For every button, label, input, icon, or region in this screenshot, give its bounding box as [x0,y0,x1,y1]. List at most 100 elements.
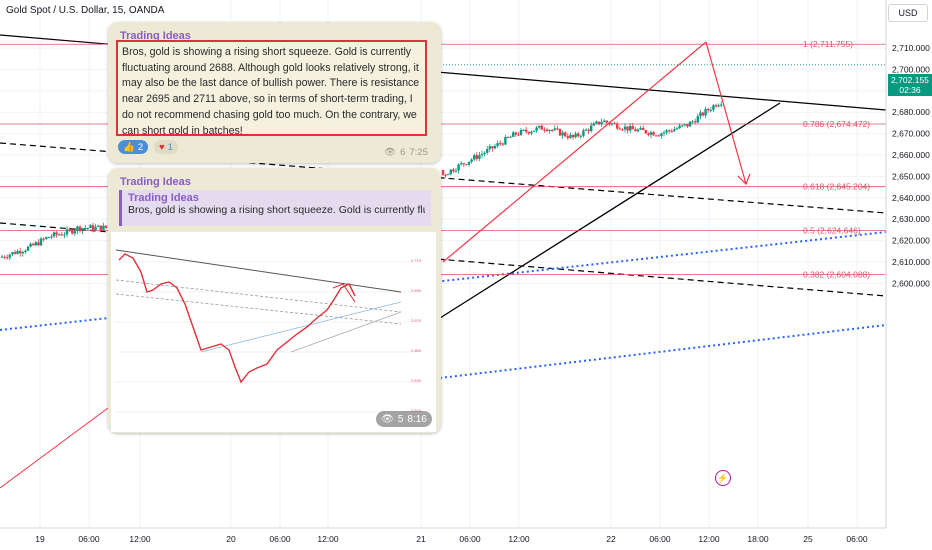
reaction-heart[interactable]: ♥ 1 [154,140,178,154]
candle-body [527,131,530,134]
candle-body [26,246,30,251]
candle-body [623,126,627,130]
thumbnail-chart-image: 2,710 2,690 2,670 2,650 2,630 2,610 [111,232,436,432]
candle-body [665,130,668,133]
candle-body [577,133,580,137]
candle-body [644,130,647,134]
candle-series [0,101,723,261]
svg-text:2,610: 2,610 [411,408,422,413]
candle-body [535,127,538,131]
candle-body [94,226,97,230]
candle-body [621,129,624,131]
candle-body [543,129,546,131]
candle-body [636,129,640,132]
candle-body [701,112,705,116]
views-count-bottom: 5 [397,413,404,425]
candle-body [712,105,715,110]
candle-body [595,121,598,124]
candle-body [605,120,608,123]
time-tick-label: 12:00 [698,534,720,544]
candle-body [587,129,590,132]
message-time-bottom: 8:16 [407,413,427,425]
candle-body [545,129,549,132]
candle-body [11,252,14,255]
candle-body [613,123,616,125]
svg-text:2,690: 2,690 [411,288,422,293]
chart-thumbnail[interactable]: 2,710 2,690 2,670 2,650 2,630 2,610 [111,232,436,432]
candle-body [480,153,484,156]
lightning-icon[interactable]: ⚡ [715,470,731,486]
last-price-value: 2,702.155 [891,75,929,85]
time-axis[interactable]: 19 06:00 12:00 20 06:00 12:00 21 06:00 12:00 22 06… [0,527,932,550]
candle-body [99,225,102,231]
candle-body [540,125,543,130]
candle-body [566,136,569,138]
candle-body [519,129,523,135]
candle-body [532,130,536,132]
currency-badge[interactable]: USD [888,4,928,22]
svg-text:2,710: 2,710 [411,258,422,263]
views-icon: 👁 [384,147,397,158]
fibonacci-levels[interactable]: 1 (2,711.755) 0.786 (2,674.472) 0.618 (2,6… [0,39,886,280]
arrow-head-icon [737,173,751,186]
candle-body [78,226,82,231]
candle-body [616,123,619,129]
candle-body [496,143,499,146]
candle-body [444,174,447,176]
candle-body [597,121,601,125]
candle-body [714,105,718,107]
price-tick-label: 2,600.000 [892,278,930,288]
price-tick-label: 2,680.000 [892,107,930,117]
candle-body [71,229,74,234]
candle-body [3,256,6,258]
message-title-bottom: Trading Ideas [120,176,191,188]
candle-body [584,129,588,131]
candle-body [629,126,632,131]
candle-body [512,132,515,137]
candle-body [91,225,95,230]
candle-body [673,129,676,132]
candle-body [499,143,502,145]
candle-body [50,236,53,238]
candle-body [631,126,634,130]
time-tick-label: 20 [226,534,236,544]
candle-body [465,164,468,166]
candle-body [509,136,512,138]
candle-body [13,252,17,254]
candle-body [688,121,692,127]
price-tick-label: 2,640.000 [892,193,930,203]
candle-body [600,121,603,125]
candle-body [84,228,87,230]
time-tick-label: 25 [803,534,813,544]
candle-body [649,132,653,135]
dashed-channel-lower [0,222,887,297]
candle-body [639,127,642,130]
candle-body [63,234,66,236]
reaction-heart-count: 1 [167,141,173,153]
candle-body [561,132,564,136]
candle-body [522,129,525,131]
candle-body [478,155,481,159]
candle-body [486,149,489,153]
red-support-line-left [0,407,109,489]
message-body: Bros, gold is showing a rising short squ… [116,40,427,136]
candle-body [681,125,684,127]
symbol-title[interactable]: Gold Spot / U.S. Dollar, 15, OANDA [6,5,165,16]
candle-body [564,132,567,137]
candle-body [642,127,645,131]
reaction-thumbs[interactable]: 👍 2 [118,140,149,154]
reply-quote[interactable]: Trading Ideas Bros, gold is showing a ri… [119,190,431,226]
projection-arrow [705,41,747,185]
time-tick-label: 06:00 [459,534,481,544]
drawing-tools[interactable] [440,41,886,263]
candle-body [694,121,697,123]
candle-body [678,125,681,129]
candle-body [488,146,491,150]
time-tick-label: 06:00 [78,534,100,544]
candle-body [517,134,520,136]
message-meta-top: 👁 6 7:25 [384,147,428,158]
candle-body [668,130,671,132]
candle-body [626,126,629,131]
time-tick-label: 06:00 [649,534,671,544]
candle-body [707,109,710,111]
